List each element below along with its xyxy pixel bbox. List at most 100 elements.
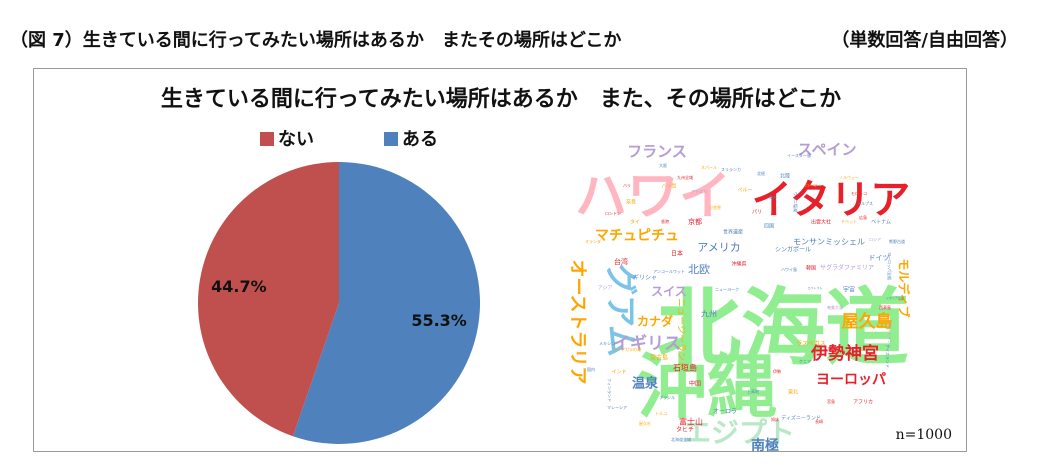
cloud-word: アルプス — [857, 200, 873, 206]
cloud-word: 東北 — [788, 389, 798, 396]
cloud-word: 韓国 — [806, 265, 816, 272]
cloud-word: イースター島 — [787, 152, 811, 158]
cloud-word: マチュピチュ — [595, 228, 679, 244]
cloud-word: トルコ — [655, 411, 667, 416]
cloud-word: 四国 — [764, 224, 774, 230]
cloud-word: 香港 — [661, 218, 669, 224]
cloud-word: 伊勢神宮 — [810, 343, 879, 364]
cloud-word: ドイツ — [869, 254, 890, 262]
cloud-word: 屋久杉 — [639, 420, 651, 426]
cloud-word: スコットランド — [887, 320, 893, 348]
cloud-word: パリ — [752, 210, 762, 216]
cloud-word: 北欧 — [688, 263, 710, 276]
cloud-word: スリランカ — [721, 166, 741, 172]
cloud-word: 出雲大社 — [811, 219, 831, 226]
cloud-word: 海外 — [769, 194, 777, 200]
cloud-word: スペイン — [798, 141, 857, 159]
answer-type-note: （単数回答/自由回答） — [831, 30, 1018, 51]
cloud-word: 九州全域 — [677, 174, 693, 180]
cloud-word: バリ — [623, 183, 631, 188]
pie-label-aru: 55.3% — [411, 311, 467, 330]
cloud-word: ナイアガラの滝 — [613, 346, 641, 352]
cloud-word: ハワイ島 — [781, 266, 797, 272]
legend-label-nai: ない — [278, 129, 314, 150]
cloud-word: ペルー — [737, 188, 752, 194]
cloud-word: エジプト — [683, 416, 795, 449]
cloud-word: ディズニーランド — [781, 415, 821, 422]
cloud-word: エベレスト — [807, 285, 822, 290]
cloud-word: 北海道 — [657, 279, 909, 377]
cloud-word: 奄美大島 — [827, 304, 843, 310]
cloud-word: 中国 — [689, 380, 701, 388]
cloud-word: アンコールワット — [653, 269, 685, 274]
pie-label-nai: 44.7% — [211, 277, 267, 296]
cloud-word: サグラダファミリア — [820, 264, 874, 272]
cloud-word: 熊野古道 — [889, 238, 905, 244]
cloud-word: 南極 — [751, 437, 779, 452]
cloud-word: 沖縄県 — [731, 261, 746, 268]
cloud-word: ヨーロッパ — [816, 372, 886, 388]
cloud-word: 九州 — [701, 310, 717, 319]
pie-slice-nai — [198, 162, 339, 437]
cloud-word: アジア — [598, 286, 613, 292]
cloud-word: モロッコ — [851, 191, 867, 196]
cloud-word: ロシア — [869, 237, 881, 242]
cloud-word: バリ島 — [661, 183, 676, 190]
cloud-word: 宮島 — [827, 398, 835, 404]
cloud-word: イギリス — [613, 334, 681, 354]
cloud-word: 大阪 — [659, 162, 667, 168]
cloud-word: フィンランド — [607, 378, 613, 402]
cloud-word: ネパール — [701, 164, 717, 170]
cloud-word: ベトナム — [871, 220, 891, 226]
cloud-word: インド — [611, 370, 626, 376]
cloud-word: 小笠原 — [709, 204, 721, 210]
cloud-word: ブラジル — [659, 394, 675, 400]
cloud-word: 台湾 — [614, 257, 628, 266]
cloud-word: ニューヨーク — [715, 286, 739, 292]
chart-title: 生きている間に行ってみたい場所はあるか また、その場所はどこか — [160, 87, 842, 112]
cloud-word: シンガポール — [775, 246, 811, 254]
cloud-word: 伊勢 — [773, 368, 781, 374]
cloud-word: ウユニ塩湖 — [793, 192, 799, 212]
cloud-word: アラスカ — [691, 188, 707, 194]
cloud-word: イタリア — [752, 177, 910, 223]
cloud-word: ノルウェー — [839, 174, 859, 180]
cloud-word: ヨーロッパ全般 — [887, 252, 893, 280]
legend-item-nai: ない — [260, 125, 314, 151]
cloud-word: イタリア全般 — [886, 295, 904, 300]
cloud-word: チベット — [841, 219, 857, 224]
figure-header: （図 7）生きている間に行ってみたい場所はあるか またその場所はどこか （単数回… — [10, 26, 1030, 56]
cloud-word: 京都 — [688, 217, 702, 226]
pie-chart: 55.3% 44.7% — [198, 162, 481, 445]
cloud-word: 温泉 — [632, 376, 659, 392]
cloud-word: 日本 — [671, 250, 683, 258]
cloud-word: 石垣島 — [673, 363, 697, 373]
cloud-word: メキシコ — [599, 341, 615, 346]
cloud-word: アイスランド — [885, 344, 891, 368]
figure-caption: （図 7）生きている間に行ってみたい場所はあるか またその場所はどこか — [10, 30, 622, 51]
cloud-word: タヒチ — [676, 426, 694, 434]
cloud-word: 沖縄 — [637, 346, 777, 428]
cloud-word: オランダ — [585, 238, 601, 244]
cloud-word: ニュージーランド — [676, 298, 687, 370]
pie-slice-aru — [292, 162, 481, 445]
cloud-word: グアム — [602, 263, 640, 357]
cloud-word: 世界遺産 — [723, 229, 743, 236]
cloud-word: アフリカ — [853, 400, 873, 406]
legend-swatch-aru — [384, 132, 398, 146]
cloud-word: 宮古島 — [650, 354, 668, 362]
cloud-word: マレーシア — [607, 405, 627, 410]
cloud-word: 西表島 — [879, 304, 891, 310]
sample-size: n=1000 — [895, 427, 952, 443]
cloud-word: ケニア — [799, 358, 811, 364]
cloud-word: 屋久島 — [842, 311, 893, 332]
cloud-word: タイ — [630, 219, 640, 226]
cloud-word: ギリシャ — [633, 275, 657, 282]
cloud-word: オーロラ — [713, 409, 737, 416]
cloud-word: ラスベガス — [796, 340, 825, 348]
legend-swatch-nai — [260, 132, 274, 146]
cloud-word: アメリカ — [697, 241, 740, 254]
cloud-word: 北極 — [757, 170, 765, 176]
cloud-word: モンサンミッシェル — [793, 238, 865, 247]
